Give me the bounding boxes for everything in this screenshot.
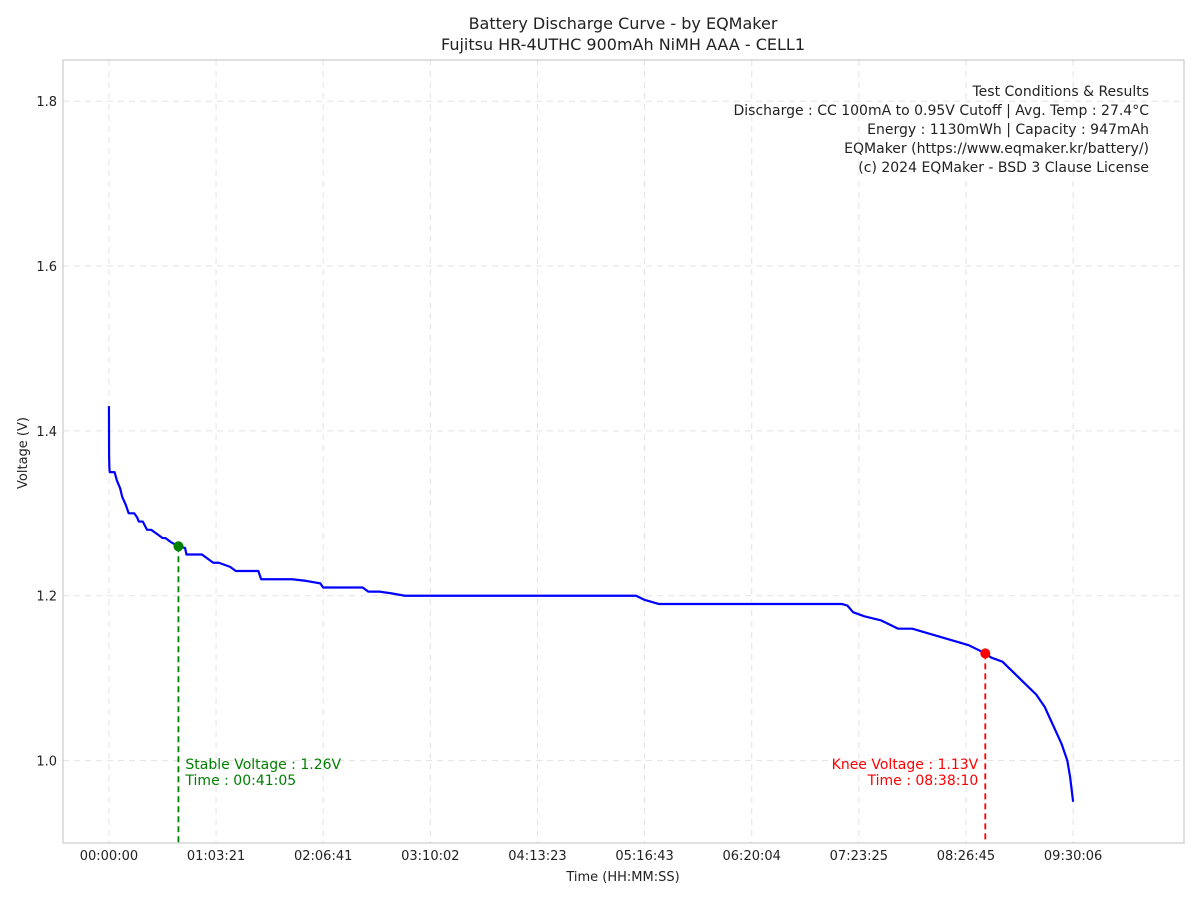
info-line: EQMaker (https://www.eqmaker.kr/battery/… bbox=[844, 141, 1149, 157]
x-axis-ticks: 00:00:00 01:03:21 02:06:41 03:10:02 04:13:23… bbox=[80, 849, 1103, 864]
stable-label: Time : 00:41:05 bbox=[184, 773, 296, 789]
x-tick-label: 06:20:04 bbox=[723, 849, 781, 864]
knee-label: Knee Voltage : 1.13V bbox=[832, 757, 979, 773]
chart-title: Battery Discharge Curve - by EQMaker bbox=[469, 14, 778, 33]
x-tick-label: 00:00:00 bbox=[80, 849, 138, 864]
x-tick-label: 04:13:23 bbox=[508, 849, 566, 864]
x-tick-label: 01:03:21 bbox=[187, 849, 245, 864]
y-tick-label: 1.2 bbox=[36, 590, 57, 605]
x-tick-label: 09:30:06 bbox=[1044, 849, 1102, 864]
info-line: Discharge : CC 100mA to 0.95V Cutoff | A… bbox=[733, 103, 1149, 119]
y-axis-label: Voltage (V) bbox=[16, 417, 31, 489]
stable-label: Stable Voltage : 1.26V bbox=[185, 757, 341, 773]
stable-point bbox=[173, 541, 184, 552]
voltage-series-line bbox=[107, 406, 1075, 802]
info-box: Test Conditions & Results Discharge : CC… bbox=[733, 84, 1149, 176]
y-tick-label: 1.4 bbox=[36, 425, 57, 440]
x-tick-label: 07:23:25 bbox=[830, 849, 888, 864]
info-line: (c) 2024 EQMaker - BSD 3 Clause License bbox=[858, 160, 1149, 176]
info-line: Energy : 1130mWh | Capacity : 947mAh bbox=[867, 122, 1149, 138]
grid-lines bbox=[63, 60, 1184, 843]
series-layer bbox=[107, 406, 1075, 802]
knee-point bbox=[980, 648, 991, 659]
x-axis-label: Time (HH:MM:SS) bbox=[565, 870, 679, 885]
y-axis-ticks: 1.0 1.2 1.4 1.6 1.8 bbox=[36, 95, 57, 769]
y-tick-label: 1.6 bbox=[36, 260, 57, 275]
chart-subtitle: Fujitsu HR-4UTHC 900mAh NiMH AAA - CELL1 bbox=[441, 35, 805, 54]
knee-label: Time : 08:38:10 bbox=[867, 773, 979, 789]
info-line: Test Conditions & Results bbox=[972, 84, 1150, 100]
plot-area-frame bbox=[62, 59, 1185, 844]
y-tick-label: 1.0 bbox=[36, 755, 57, 770]
x-tick-label: 02:06:41 bbox=[294, 849, 352, 864]
x-tick-label: 08:26:45 bbox=[937, 849, 995, 864]
y-tick-label: 1.8 bbox=[36, 95, 57, 110]
x-tick-label: 03:10:02 bbox=[401, 849, 459, 864]
x-tick-label: 05:16:43 bbox=[615, 849, 673, 864]
